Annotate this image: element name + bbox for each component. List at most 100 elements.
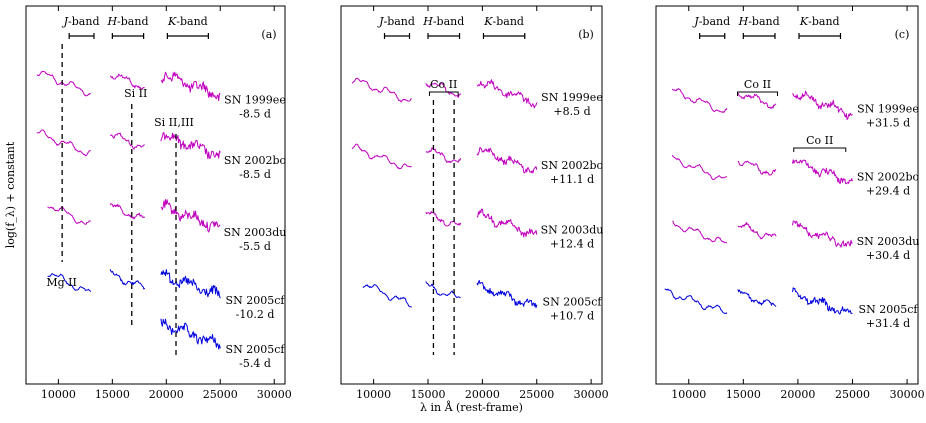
sn-phase-label: -8.5 d xyxy=(239,168,271,181)
band-label: J-band xyxy=(692,15,730,28)
sn-phase-label: -5.4 d xyxy=(239,357,271,370)
sn-name-label: SN 2005cf xyxy=(543,295,603,308)
band-bracket xyxy=(699,33,726,39)
sn-phase-label: -5.5 d xyxy=(239,240,271,253)
co-ii-bracket-k xyxy=(793,147,847,152)
sn-name-label: SN 2005cf xyxy=(226,294,286,307)
band-label: K-band xyxy=(167,15,208,28)
sn-phase-label: +11.1 d xyxy=(550,173,594,186)
band-label: H-band xyxy=(106,15,148,28)
sn-phase-label: +12.4 d xyxy=(550,237,594,250)
spectrum-line xyxy=(672,220,728,244)
band-bracket xyxy=(111,33,145,39)
spectrum-line xyxy=(160,71,221,101)
x-tick-label: 30000 xyxy=(574,388,609,401)
spectrum-line xyxy=(792,287,853,315)
sn-name-label: SN 2003du xyxy=(541,223,604,236)
panel-b: 10000 15000 20000 25000 30000 (b) J-band H-band… xyxy=(340,5,609,401)
sn-name-label: SN 2002bo xyxy=(224,154,287,167)
spectrum-line xyxy=(476,146,538,174)
spectrum-line xyxy=(425,147,462,163)
x-tick-label: 10000 xyxy=(671,388,706,401)
spectrum-line xyxy=(47,273,92,292)
sn-phase-label: +31.4 d xyxy=(866,317,910,330)
spectrum-line xyxy=(351,77,412,103)
band-bracket xyxy=(427,33,461,39)
spectrum-line xyxy=(109,132,145,150)
spectrum-line xyxy=(671,88,728,113)
band-label: J-band xyxy=(62,15,100,28)
spectrum-line xyxy=(792,220,853,248)
spectrum-line xyxy=(110,73,145,90)
spectrum-line xyxy=(160,269,221,299)
sn-name-label: SN 2003du xyxy=(857,235,920,248)
x-tick-label: 20000 xyxy=(780,388,815,401)
spectrum-line xyxy=(425,82,462,98)
spectrum-line xyxy=(476,280,538,309)
x-tick-label: 20000 xyxy=(465,388,500,401)
sn-phase-label: -10.2 d xyxy=(236,308,275,321)
x-tick-label: 30000 xyxy=(257,388,292,401)
panel-label: (c) xyxy=(895,28,910,41)
sn-name-label: SN 2002bo xyxy=(541,159,604,172)
x-tick-label: 30000 xyxy=(890,388,925,401)
sn-phase-label: +30.4 d xyxy=(866,249,910,262)
spectrum-line xyxy=(425,281,461,299)
x-axis-label: λ in Å (rest-frame) xyxy=(420,400,523,414)
spectrum-line xyxy=(109,269,146,290)
spectrum-line xyxy=(109,203,146,220)
band-bracket xyxy=(482,33,526,39)
band-label: K-band xyxy=(483,15,524,28)
band-bracket xyxy=(166,33,209,39)
sn-name-label: SN 2005cf xyxy=(226,343,286,356)
spectrum-line xyxy=(351,143,412,170)
co-ii-bracket-h xyxy=(737,91,779,96)
spectrum-line xyxy=(476,208,538,238)
band-bracket xyxy=(798,33,842,39)
spectrum-line xyxy=(664,288,728,314)
sn-name-label: SN 1999ee xyxy=(541,91,603,104)
sn-phase-label: +31.5 d xyxy=(866,117,910,130)
x-tick-label: 10000 xyxy=(356,388,391,401)
x-tick-label: 15000 xyxy=(726,388,761,401)
band-label: H-band xyxy=(738,15,780,28)
x-tick-label: 20000 xyxy=(149,388,184,401)
sn-phase-label: +10.7 d xyxy=(550,309,594,322)
x-tick-label: 15000 xyxy=(411,388,446,401)
sn-name-label: SN 2002bo xyxy=(857,171,920,184)
x-tick-label: 25000 xyxy=(835,388,870,401)
x-tick-label: 25000 xyxy=(519,388,554,401)
spectrum-line xyxy=(160,132,221,160)
spectrum-line xyxy=(36,70,91,97)
si-ii-iii-label: Si II,III xyxy=(154,116,194,129)
spectrum-line xyxy=(36,129,91,157)
sn-phase-label: +29.4 d xyxy=(866,185,910,198)
x-tick-label: 10000 xyxy=(41,388,76,401)
band-label: J-band xyxy=(377,15,415,28)
spectrum-line xyxy=(737,160,777,176)
band-bracket xyxy=(742,33,776,39)
sn-name-label: SN 2003du xyxy=(224,226,287,239)
plot-frame xyxy=(25,5,286,385)
co-ii-bracket xyxy=(428,91,459,96)
x-tick-label: 15000 xyxy=(95,388,130,401)
co-ii-label-k: Co II xyxy=(806,134,833,147)
band-bracket xyxy=(68,33,95,39)
spectrum-line xyxy=(47,206,91,225)
plot-frame xyxy=(340,5,603,385)
co-ii-label-h: Co II xyxy=(744,78,771,91)
spectrum-line xyxy=(792,90,853,120)
plot-frame xyxy=(655,5,919,385)
spectrum-line xyxy=(476,79,538,109)
band-bracket xyxy=(383,33,411,39)
spectrum-line xyxy=(792,159,853,185)
spectrum-line xyxy=(362,284,412,308)
spectrum-line xyxy=(425,210,462,227)
spectrum-line xyxy=(737,92,777,109)
x-tick-label: 25000 xyxy=(203,388,238,401)
co-ii-label: Co II xyxy=(430,78,457,91)
band-label: H-band xyxy=(422,15,464,28)
y-axis-label: log(f_λ) + constant xyxy=(4,141,17,248)
panel-label: (b) xyxy=(578,28,594,41)
